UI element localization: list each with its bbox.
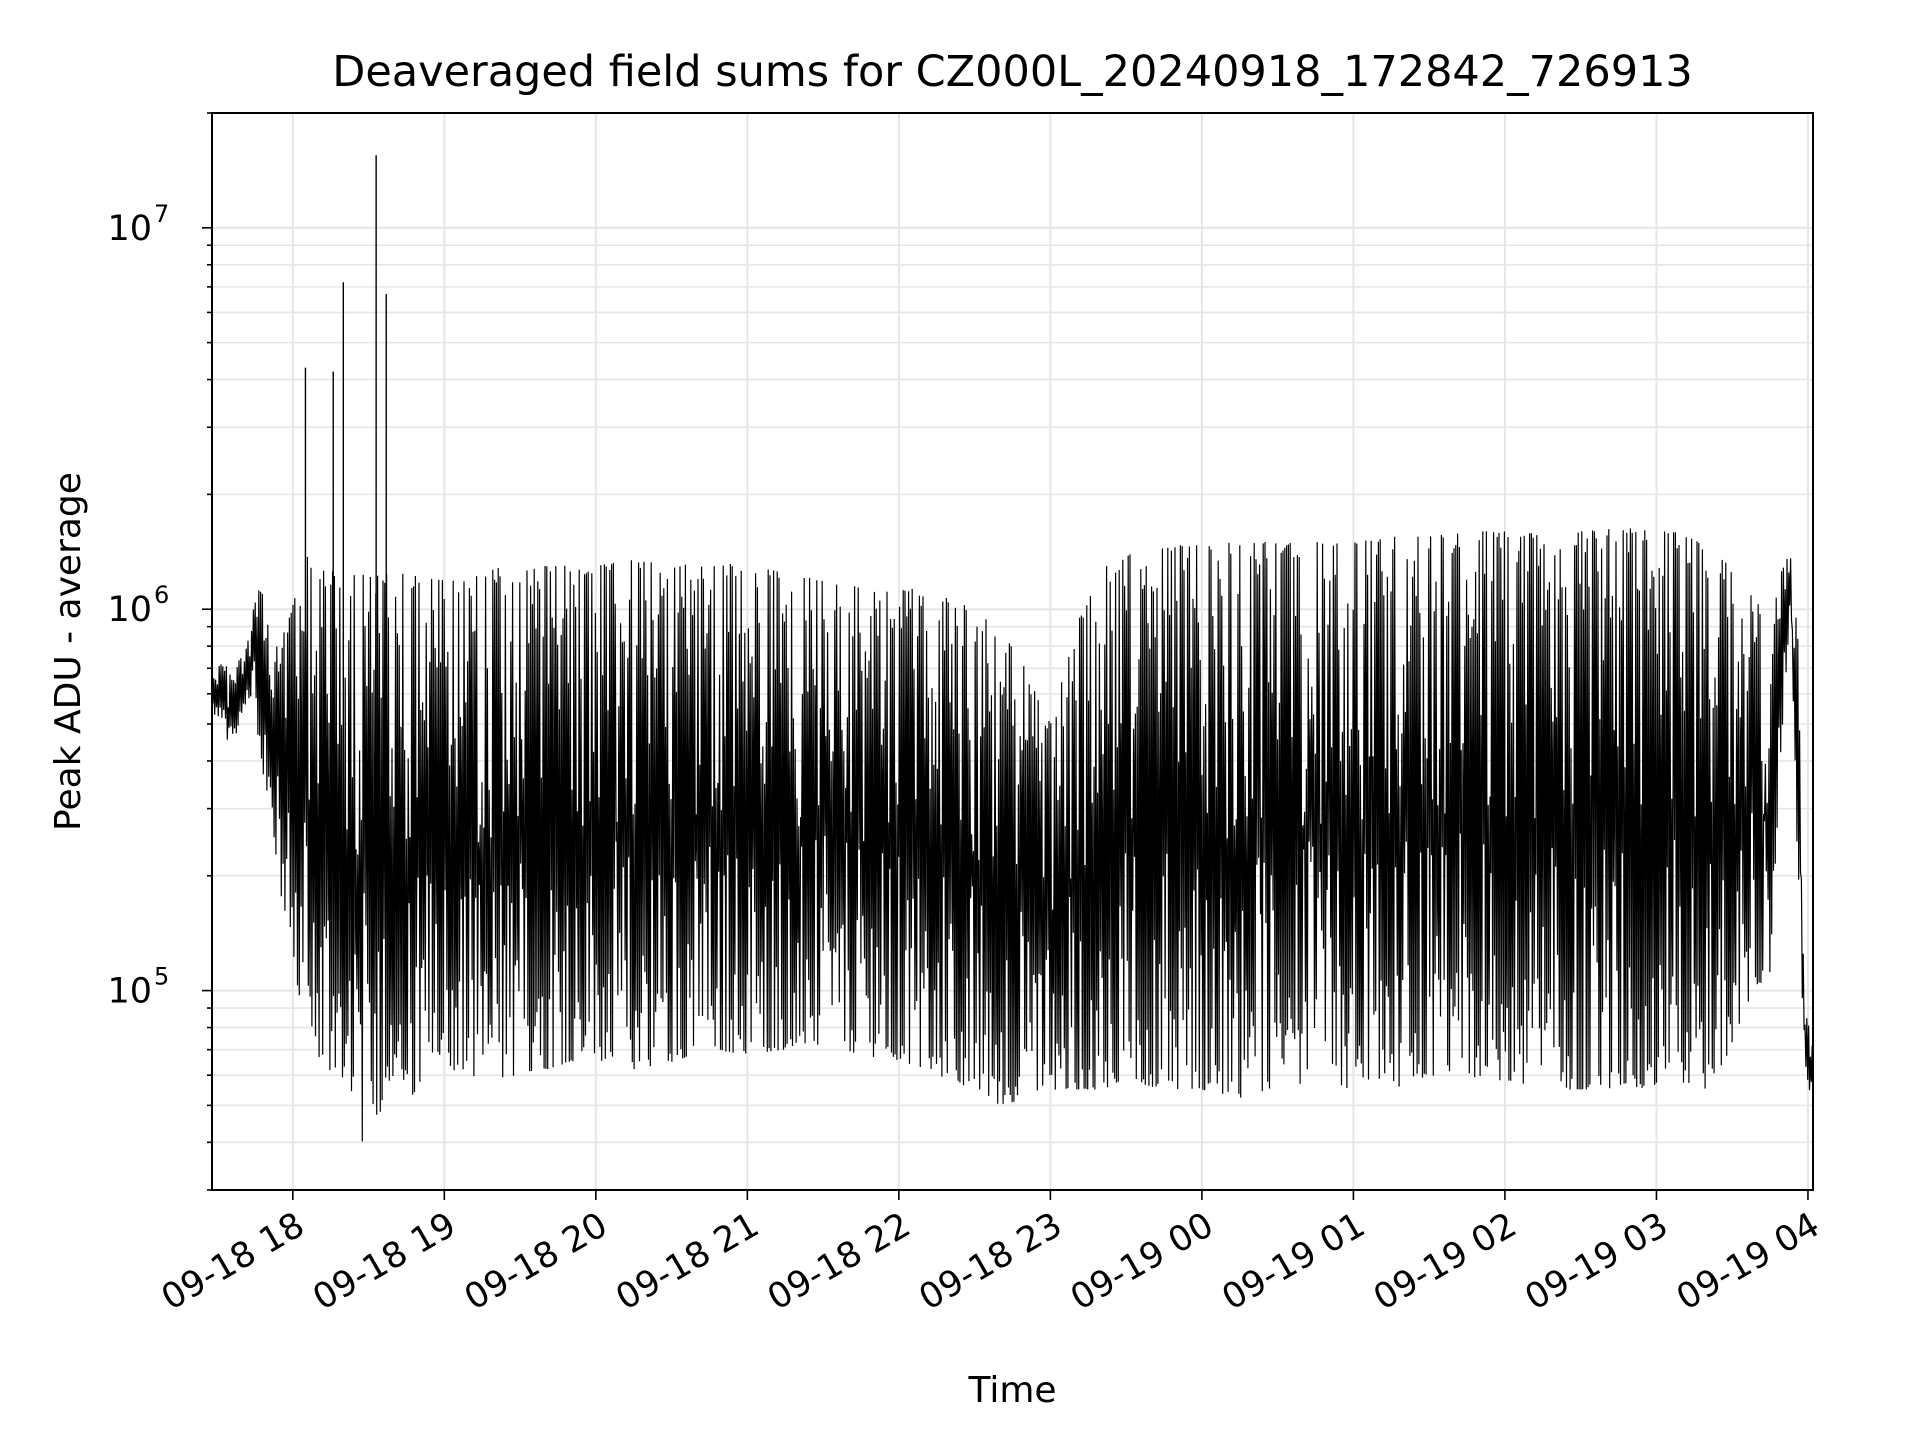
- y-tick-label-exponent: 6: [154, 581, 169, 609]
- y-tick-label-base: 10: [107, 590, 152, 630]
- plot-frame: [211, 112, 1814, 1191]
- chart-title: Deaveraged field sums for CZ000L_2024091…: [332, 47, 1693, 97]
- series-layer: [211, 155, 1813, 1142]
- x-axis-label: Time: [967, 1370, 1056, 1411]
- y-tick-label: 10 5: [107, 963, 169, 1012]
- y-tick-label: 10 7: [107, 200, 169, 249]
- y-axis-label: Peak ADU - average: [48, 472, 89, 831]
- y-tick-label: 10 6: [107, 581, 169, 630]
- y-tick-label-base: 10: [107, 209, 152, 249]
- y-tick-label-base: 10: [107, 972, 152, 1012]
- y-tick-label-exponent: 7: [154, 200, 169, 228]
- y-tick-label-exponent: 5: [154, 963, 169, 991]
- series-line: [211, 528, 1813, 1142]
